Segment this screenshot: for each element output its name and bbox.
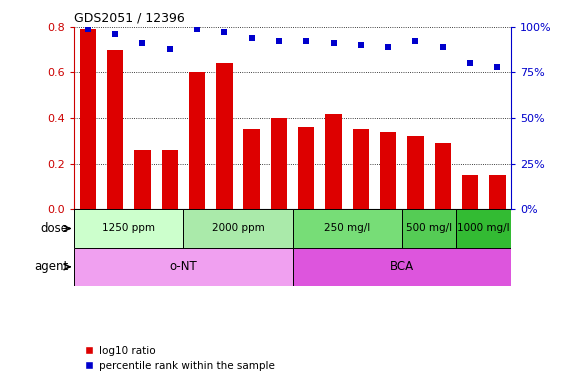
Text: 250 mg/l: 250 mg/l xyxy=(324,223,371,233)
Bar xyxy=(407,136,424,209)
Point xyxy=(384,44,393,50)
Bar xyxy=(435,143,451,209)
Bar xyxy=(74,248,292,286)
Point xyxy=(493,64,502,70)
Point xyxy=(165,46,174,52)
Bar xyxy=(162,150,178,209)
Point xyxy=(138,40,147,46)
Bar xyxy=(271,118,287,209)
Bar xyxy=(74,209,183,248)
Bar xyxy=(189,73,206,209)
Point xyxy=(465,60,475,66)
Bar xyxy=(216,63,232,209)
Text: 500 mg/l: 500 mg/l xyxy=(406,223,452,233)
Text: agent: agent xyxy=(34,260,69,273)
Point xyxy=(275,38,284,45)
Bar xyxy=(298,127,315,209)
Bar xyxy=(80,29,96,209)
Bar xyxy=(107,50,123,209)
Text: 1000 mg/l: 1000 mg/l xyxy=(457,223,510,233)
Bar xyxy=(353,129,369,209)
Text: GDS2051 / 12396: GDS2051 / 12396 xyxy=(74,11,185,24)
Point xyxy=(83,26,93,32)
Bar xyxy=(183,209,292,248)
Bar xyxy=(380,132,396,209)
Text: 2000 ppm: 2000 ppm xyxy=(212,223,264,233)
Bar xyxy=(456,209,511,248)
Point xyxy=(411,38,420,45)
Bar xyxy=(134,150,151,209)
Point xyxy=(111,31,120,37)
Point xyxy=(220,29,229,35)
Point xyxy=(356,42,365,48)
Bar xyxy=(462,175,478,209)
Bar xyxy=(243,129,260,209)
Bar xyxy=(325,114,342,209)
Bar xyxy=(402,209,456,248)
Point xyxy=(329,40,338,46)
Bar xyxy=(293,248,511,286)
Text: o-NT: o-NT xyxy=(170,260,198,273)
Bar xyxy=(293,209,402,248)
Point xyxy=(192,26,202,32)
Point xyxy=(247,35,256,41)
Text: BCA: BCA xyxy=(390,260,414,273)
Text: dose: dose xyxy=(41,222,69,235)
Bar xyxy=(489,175,505,209)
Legend: log10 ratio, percentile rank within the sample: log10 ratio, percentile rank within the … xyxy=(79,341,279,375)
Point xyxy=(301,38,311,45)
Text: 1250 ppm: 1250 ppm xyxy=(102,223,155,233)
Point xyxy=(438,44,447,50)
